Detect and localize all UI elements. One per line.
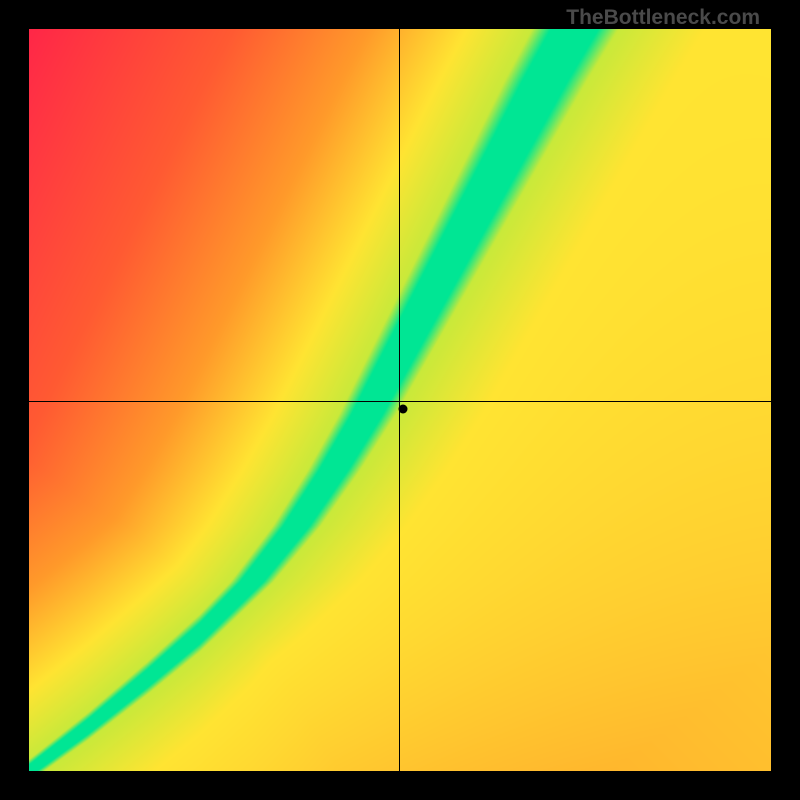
watermark-text: TheBottleneck.com — [566, 6, 760, 30]
chart-area — [29, 29, 771, 771]
data-point-marker — [398, 404, 407, 413]
crosshair-vertical — [399, 29, 400, 771]
